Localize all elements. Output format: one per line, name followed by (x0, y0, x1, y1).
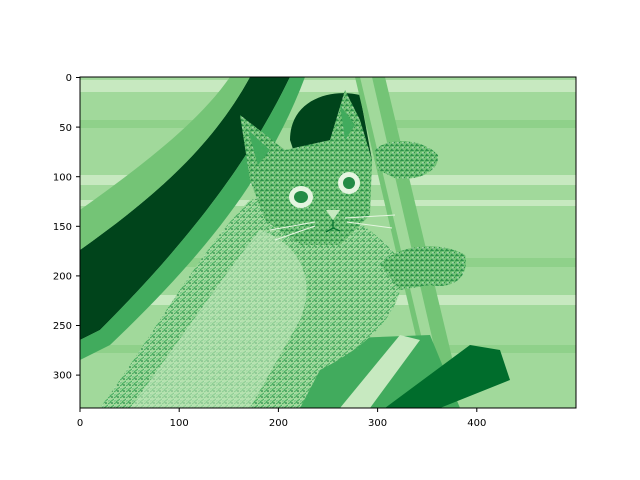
y-tick-label: 250 (53, 321, 72, 332)
y-axis: 0 50 100 150 200 250 300 (53, 73, 80, 382)
x-tick-label: 0 (77, 418, 83, 429)
x-tick-label: 300 (368, 418, 387, 429)
y-tick-label: 200 (53, 272, 72, 283)
y-tick-label: 300 (53, 371, 72, 382)
y-tick-label: 50 (59, 123, 72, 134)
x-tick-label: 200 (269, 418, 288, 429)
axes-frame (79, 76, 577, 409)
x-tick-label: 100 (170, 418, 189, 429)
y-tick-label: 100 (53, 173, 72, 184)
x-axis: 0 100 200 300 400 (77, 408, 486, 429)
x-tick-label: 400 (467, 418, 486, 429)
cat-image (80, 77, 576, 408)
y-tick-label: 150 (53, 222, 72, 233)
y-tick-label: 0 (66, 73, 72, 84)
